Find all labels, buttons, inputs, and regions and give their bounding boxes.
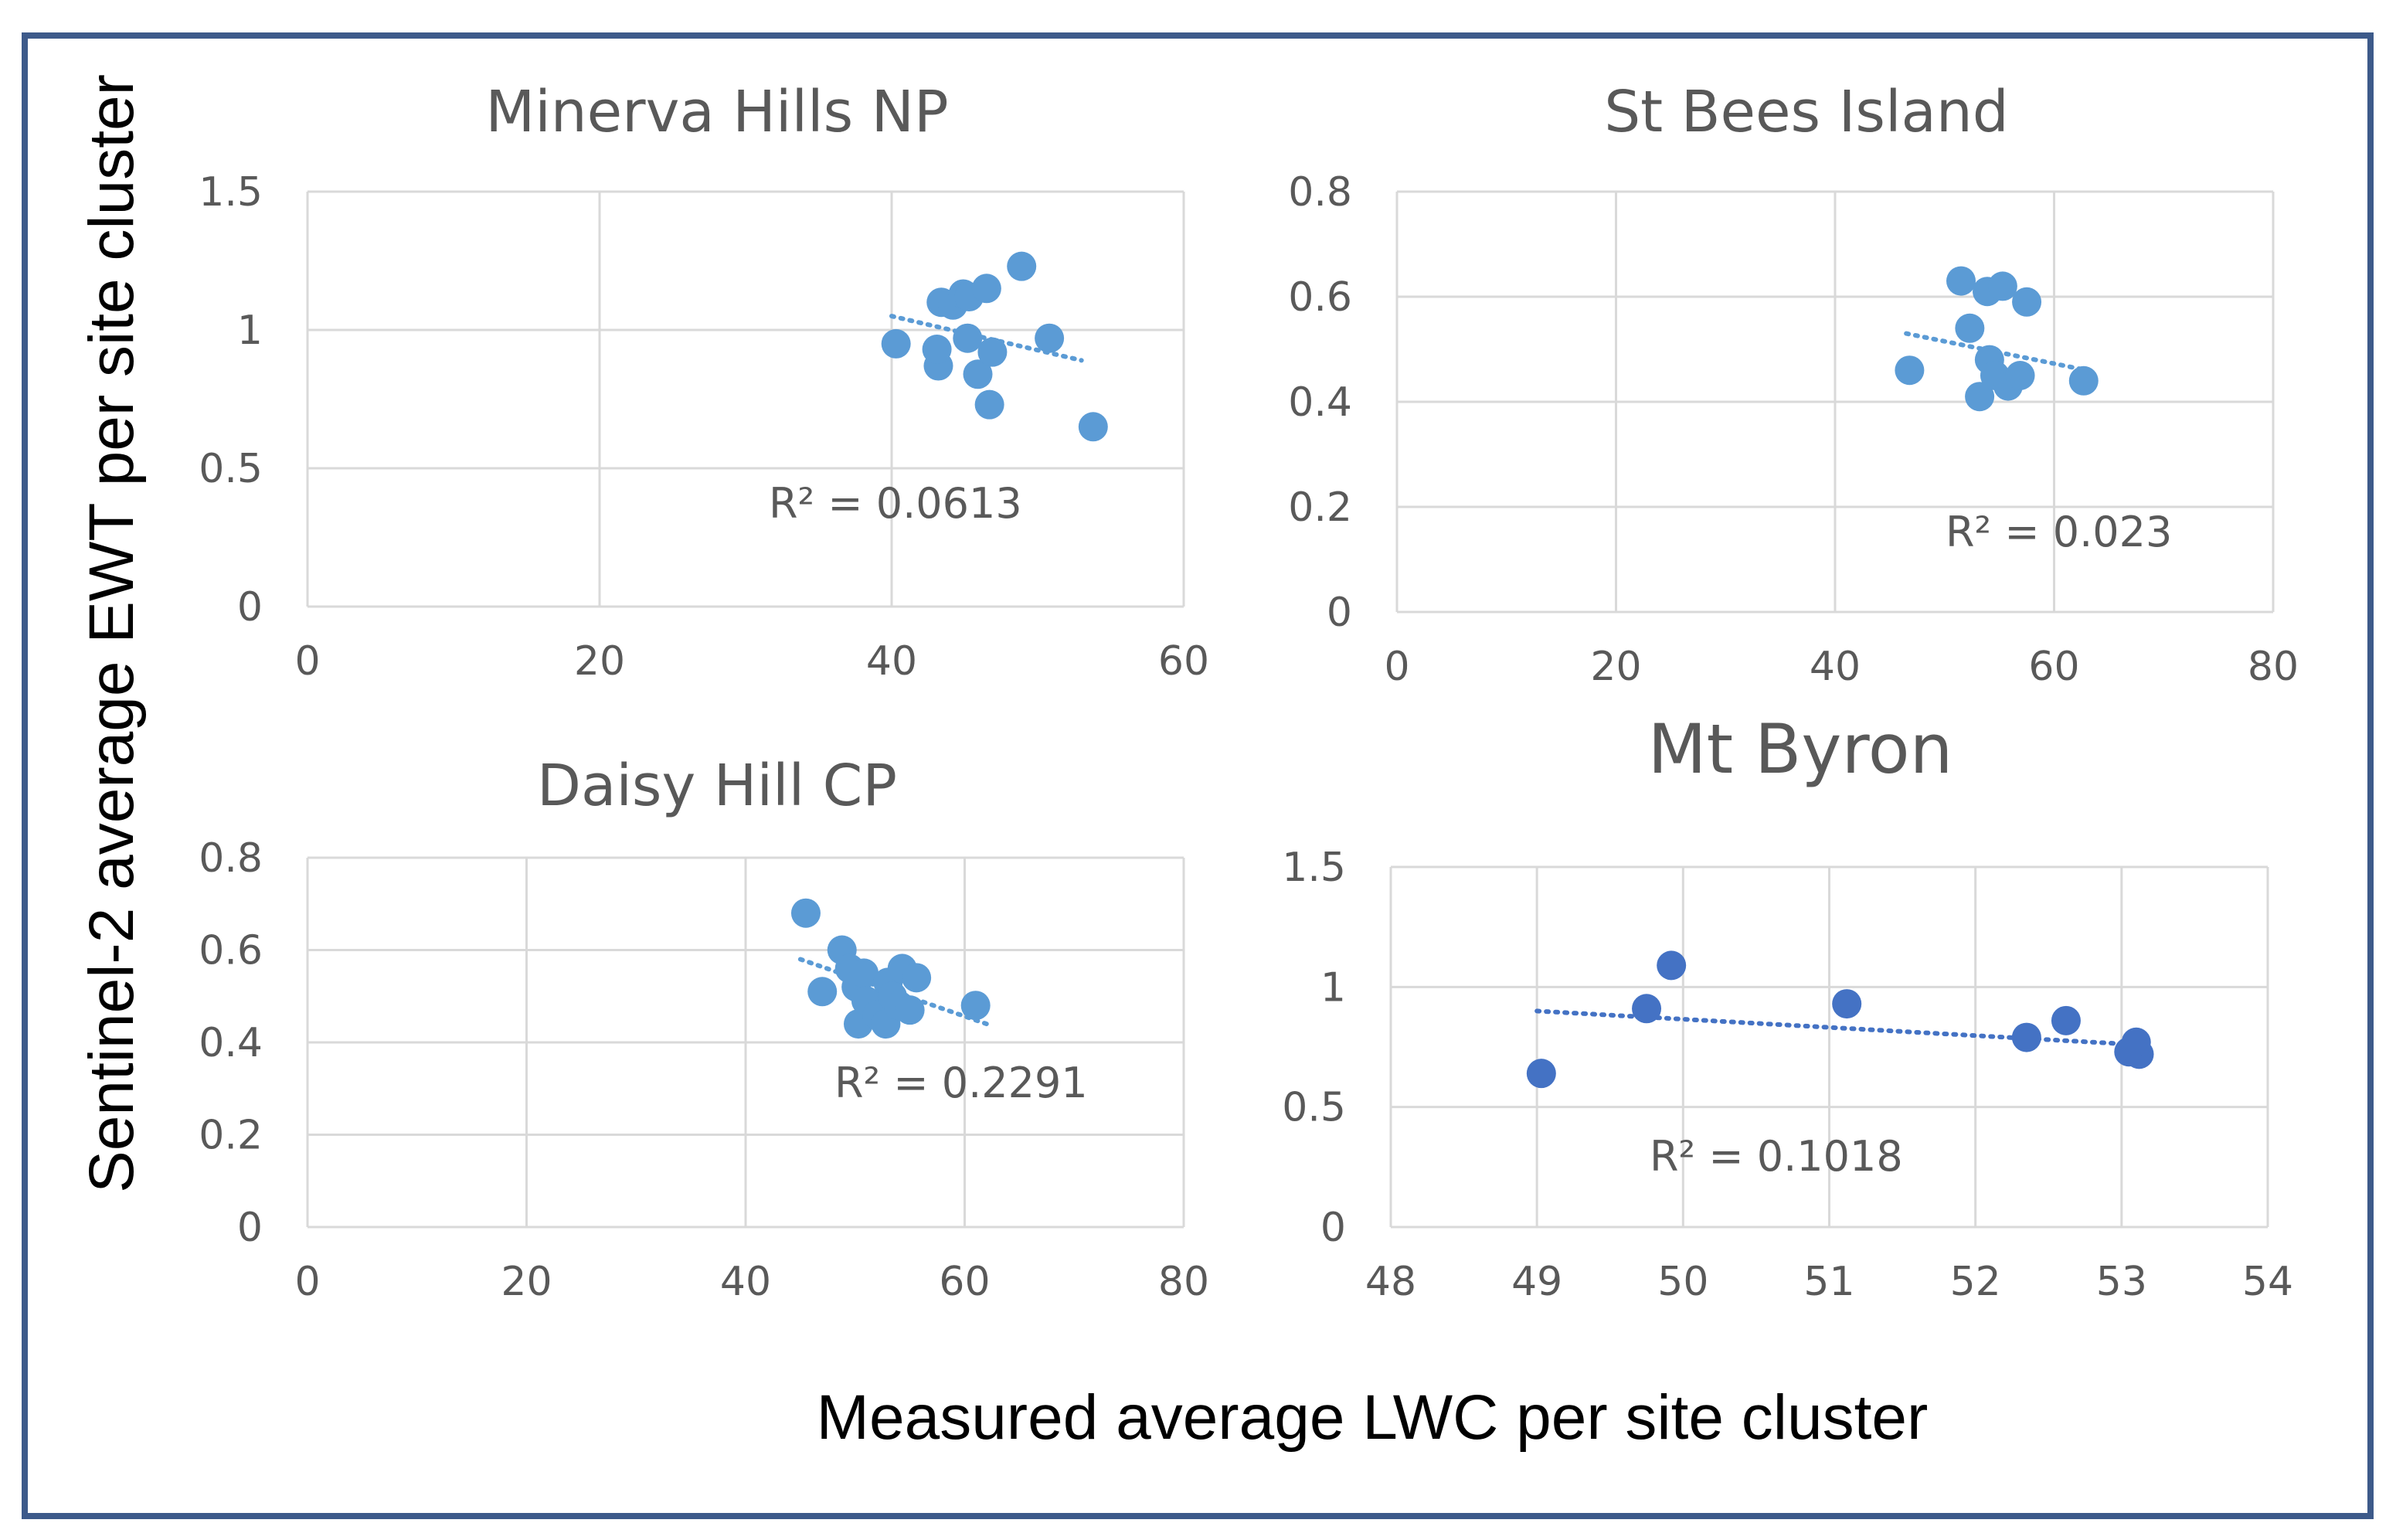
data-point xyxy=(1657,950,1687,981)
data-point xyxy=(2012,287,2042,317)
x-tick-label: 60 xyxy=(2028,644,2079,690)
data-point xyxy=(2051,1005,2081,1035)
y-tick-label: 0.2 xyxy=(1288,484,1352,531)
y-tick-label: 0.8 xyxy=(199,835,263,882)
x-tick-label: 60 xyxy=(939,1259,990,1305)
data-point xyxy=(1987,271,2017,301)
chart-title: Mt Byron xyxy=(1648,709,1953,789)
y-tick-label: 0.2 xyxy=(199,1113,263,1159)
x-tick-label: 54 xyxy=(2242,1259,2293,1305)
data-point xyxy=(977,337,1008,367)
data-point xyxy=(922,335,952,365)
x-tick-label: 50 xyxy=(1657,1259,1708,1305)
chart-st-bees-island: St Bees Island 0 20 40 60 80 0 0.2 0.4 0.6 0.8 R… xyxy=(1288,79,2299,690)
chart-title: St Bees Island xyxy=(1604,79,2009,145)
data-point xyxy=(1035,323,1065,353)
data-point xyxy=(971,274,1001,304)
chart-mt-byron: Mt Byron 48 49 50 51 52 53 54 0 0.5 1 1.5 R² = 0.… xyxy=(1282,709,2293,1305)
chart-daisy-hill-cp: Daisy Hill CP 0 20 40 60 80 0 0.2 0.4 0.6 0.8 R²… xyxy=(199,753,1209,1305)
data-point xyxy=(953,323,983,353)
data-point xyxy=(1946,266,1976,296)
y-tick-label: 1 xyxy=(1320,964,1346,1011)
chart-title: Minerva Hills NP xyxy=(485,79,948,145)
x-tick-label: 80 xyxy=(1158,1259,1209,1305)
data-point xyxy=(902,963,932,993)
chart-title: Daisy Hill CP xyxy=(537,753,897,819)
y-tick-label: 0 xyxy=(237,584,263,631)
trendline xyxy=(1534,1008,2139,1047)
y-tick-label: 0 xyxy=(1320,1205,1346,1251)
data-point xyxy=(2068,365,2099,396)
data-point xyxy=(849,958,879,988)
x-tick-label: 40 xyxy=(720,1259,771,1305)
data-point xyxy=(807,977,838,1007)
r-squared-label: R² = 0.0613 xyxy=(769,479,1022,528)
data-point xyxy=(1895,355,1925,386)
x-tick-label: 40 xyxy=(866,638,917,685)
x-tick-label: 40 xyxy=(1810,644,1861,690)
y-tick-label: 0.6 xyxy=(1288,274,1352,321)
y-tick-label: 0.8 xyxy=(1288,169,1352,216)
x-tick-label: 20 xyxy=(1590,644,1641,690)
data-point xyxy=(963,359,993,389)
data-point xyxy=(2005,361,2035,390)
x-tick-label: 0 xyxy=(1384,644,1409,690)
x-tick-label: 49 xyxy=(1511,1259,1562,1305)
figure-frame xyxy=(22,32,2374,1519)
data-point xyxy=(790,898,821,928)
x-tick-label: 20 xyxy=(574,638,625,685)
y-tick-label: 0.4 xyxy=(1288,379,1352,426)
shared-x-axis-label: Measured average LWC per site cluster xyxy=(817,1382,1929,1453)
data-point xyxy=(974,389,1004,420)
y-tick-label: 1 xyxy=(237,308,263,354)
x-tick-label: 80 xyxy=(2248,644,2299,690)
chart-minerva-hills-np: Minerva Hills NP 0 20 40 60 0 0.5 1 1.5 R² = 0… xyxy=(199,79,1209,685)
data-point xyxy=(895,995,925,1025)
y-tick-label: 1.5 xyxy=(1282,845,1346,891)
data-point xyxy=(1832,989,1862,1019)
y-tick-label: 0.6 xyxy=(199,928,263,974)
data-point xyxy=(881,328,911,359)
data-point xyxy=(1632,994,1662,1024)
x-tick-label: 53 xyxy=(2096,1259,2147,1305)
x-tick-label: 51 xyxy=(1803,1259,1854,1305)
data-point xyxy=(2121,1027,2151,1057)
r-squared-label: R² = 0.1018 xyxy=(1650,1132,1903,1181)
y-tick-label: 0 xyxy=(237,1205,263,1251)
data-point xyxy=(960,991,991,1021)
r-squared-label: R² = 0.2291 xyxy=(834,1059,1088,1107)
data-point xyxy=(1078,412,1108,442)
x-tick-label: 0 xyxy=(294,1259,320,1305)
data-point xyxy=(1965,382,1995,412)
data-point xyxy=(1007,251,1037,281)
x-tick-label: 20 xyxy=(501,1259,552,1305)
data-point xyxy=(1955,313,1985,343)
y-tick-label: 1.5 xyxy=(199,169,263,216)
r-squared-label: R² = 0.023 xyxy=(1946,508,2172,556)
data-point xyxy=(1526,1059,1556,1089)
x-tick-label: 48 xyxy=(1365,1259,1416,1305)
y-tick-label: 0.4 xyxy=(199,1020,263,1066)
x-tick-label: 52 xyxy=(1950,1259,2001,1305)
data-point xyxy=(2011,1022,2041,1052)
x-tick-label: 60 xyxy=(1158,638,1209,685)
y-tick-label: 0.5 xyxy=(1282,1085,1346,1131)
y-tick-label: 0 xyxy=(1327,590,1352,636)
shared-y-axis-label: Sentinel-2 average EWT per site cluster xyxy=(76,74,147,1193)
y-tick-label: 0.5 xyxy=(199,446,263,492)
x-tick-label: 0 xyxy=(294,638,320,685)
